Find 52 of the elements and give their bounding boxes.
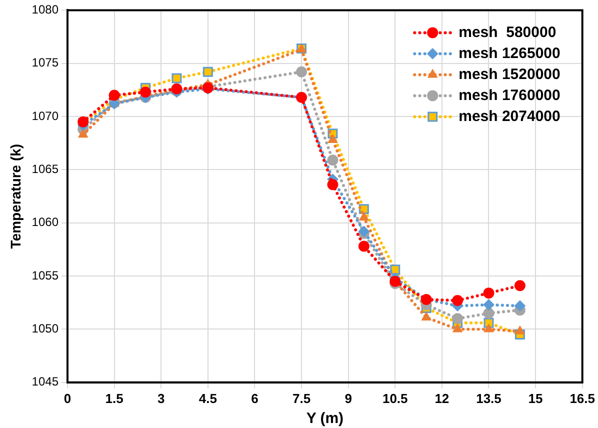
point bbox=[422, 312, 432, 321]
point bbox=[78, 129, 88, 138]
point bbox=[514, 280, 526, 292]
legend-label: mesh 1520000 bbox=[458, 66, 560, 83]
point bbox=[328, 134, 338, 143]
point bbox=[358, 240, 370, 252]
y-tick-label: 1075 bbox=[32, 56, 59, 70]
legend-label: mesh 2074000 bbox=[458, 108, 560, 125]
x-tick-label: 6 bbox=[251, 390, 258, 406]
x-tick-label: 13.5 bbox=[476, 390, 502, 406]
legend-label: mesh 580000 bbox=[458, 24, 556, 41]
x-tick-label: 10.5 bbox=[382, 390, 408, 406]
point bbox=[327, 154, 338, 166]
point bbox=[327, 179, 338, 190]
point bbox=[358, 226, 370, 237]
x-tick-label: 15 bbox=[528, 390, 543, 406]
point bbox=[452, 313, 464, 324]
y-axis-title: Temperature (k) bbox=[7, 144, 24, 249]
point bbox=[483, 288, 494, 299]
point bbox=[140, 86, 152, 98]
legend-label: mesh 1760000 bbox=[458, 86, 560, 104]
point bbox=[514, 300, 526, 312]
point bbox=[390, 264, 400, 275]
point bbox=[172, 73, 182, 84]
x-tick-label: 4.5 bbox=[198, 390, 217, 406]
point bbox=[108, 90, 120, 101]
y-tick-label: 1080 bbox=[32, 2, 59, 17]
point bbox=[359, 212, 369, 221]
x-tick-label: 0 bbox=[64, 390, 72, 406]
point bbox=[484, 324, 494, 332]
point bbox=[483, 308, 494, 319]
point bbox=[390, 276, 401, 287]
point bbox=[202, 66, 213, 77]
y-tick-label: 1055 bbox=[32, 268, 59, 282]
y-tick-label: 1070 bbox=[32, 108, 59, 123]
point bbox=[483, 299, 494, 310]
x-tick-label: 16.5 bbox=[570, 390, 596, 406]
y-tick-label: 1050 bbox=[32, 322, 59, 336]
legend-label: mesh 1265000 bbox=[458, 44, 560, 62]
x-tick-label: 3 bbox=[157, 390, 165, 406]
point bbox=[296, 66, 308, 78]
x-tick-label: 12 bbox=[434, 390, 450, 406]
y-tick-label: 1045 bbox=[32, 374, 59, 389]
point bbox=[452, 295, 464, 306]
point bbox=[515, 326, 525, 334]
x-tick-label: 1.5 bbox=[105, 390, 124, 406]
point bbox=[452, 324, 462, 332]
x-tick-label: 7.5 bbox=[292, 390, 311, 406]
x-tick-label: 9 bbox=[344, 390, 352, 406]
x-axis-title: Y (m) bbox=[306, 410, 344, 428]
y-tick-label: 1065 bbox=[32, 162, 59, 176]
y-tick-label: 1060 bbox=[32, 215, 59, 230]
